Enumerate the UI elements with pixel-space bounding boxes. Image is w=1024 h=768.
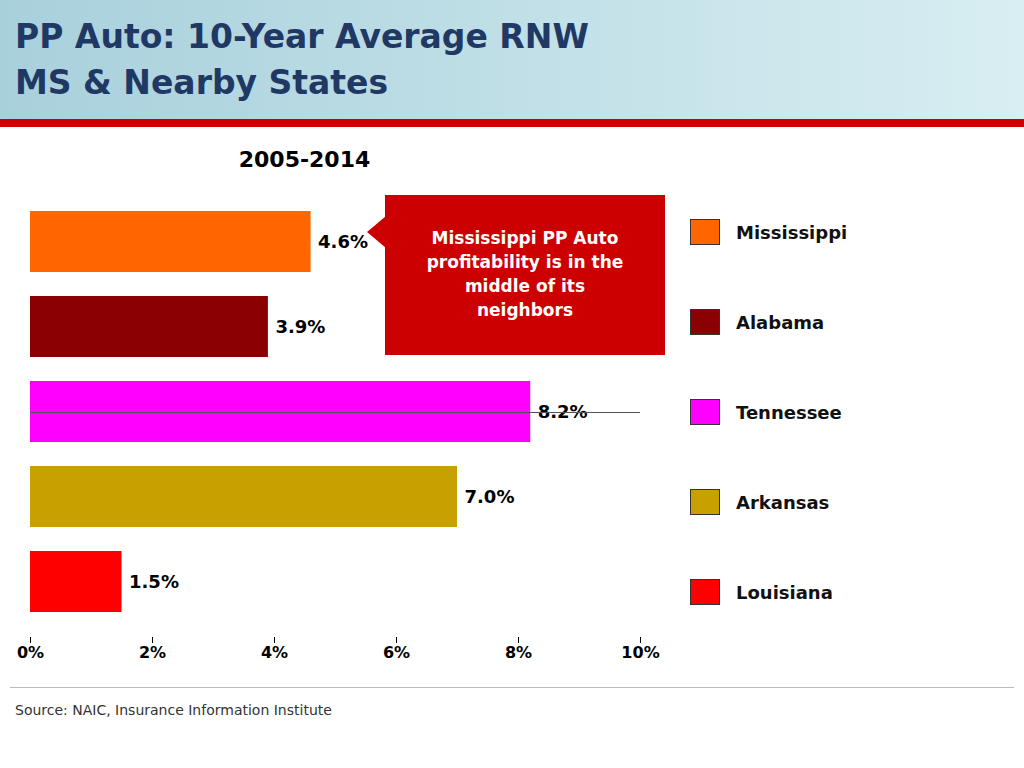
html-text:Louisiana: Louisiana bbox=[736, 581, 833, 603]
svg-text:10%: 10% bbox=[621, 643, 659, 662]
svg-text:7.0%: 7.0% bbox=[465, 486, 515, 507]
html-text:Alabama: Alabama bbox=[736, 311, 825, 333]
html-text:Arkansas: Arkansas bbox=[736, 491, 830, 513]
html-text:Mississippi: Mississippi bbox=[736, 221, 848, 243]
svg-text:4%: 4% bbox=[261, 643, 288, 662]
svg-text:6%: 6% bbox=[383, 643, 410, 662]
html-text:MS & Nearby States: MS & Nearby States bbox=[15, 63, 389, 102]
svg-text:0%: 0% bbox=[17, 643, 44, 662]
svg-text:8.2%: 8.2% bbox=[538, 401, 588, 422]
svg-text:1.5%: 1.5% bbox=[129, 571, 179, 592]
svg-text:2%: 2% bbox=[139, 643, 166, 662]
html-text:Mississippi PP Auto profitabil: Mississippi PP Auto profitability is in … bbox=[426, 228, 624, 320]
svg-text:4.6%: 4.6% bbox=[318, 231, 368, 252]
svg-text:8%: 8% bbox=[505, 643, 532, 662]
html-text:2005-2014: 2005-2014 bbox=[238, 147, 371, 172]
html-text:Tennessee: Tennessee bbox=[736, 401, 842, 423]
html-text:Source: NAIC, Insurance Inform: Source: NAIC, Insurance Information Inst… bbox=[15, 702, 332, 718]
svg-text:3.9%: 3.9% bbox=[275, 316, 325, 337]
html-text:PP Auto: 10-Year Average RNW: PP Auto: 10-Year Average RNW bbox=[15, 17, 589, 56]
